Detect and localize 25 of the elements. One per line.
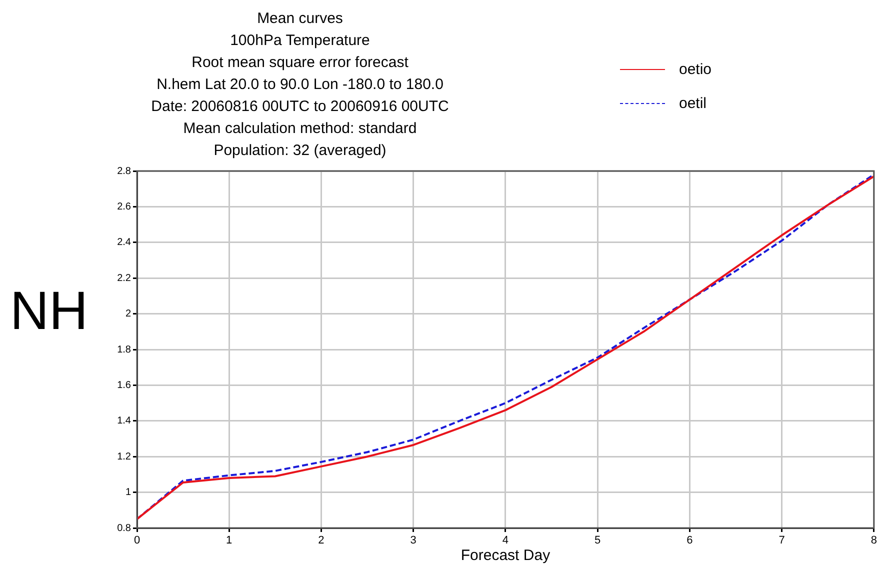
y-tick-label: 1.8 (117, 344, 132, 356)
x-tick-label: 6 (686, 534, 693, 547)
x-axis-title: Forecast Day (460, 547, 551, 564)
y-tick-label: 2 (125, 308, 132, 320)
y-tick-label: 1.4 (117, 416, 132, 427)
legend-label: oetio (679, 60, 712, 78)
x-tick-label: 4 (502, 534, 509, 547)
text: NH (10, 280, 88, 342)
x-tick-label: 2 (318, 534, 324, 547)
x-tick-label: 7 (778, 534, 785, 547)
y-tick-label: 2.4 (117, 237, 132, 248)
y-tick-label: 1.6 (117, 380, 132, 391)
chart-title: Mean curves 100hPa Temperature Root mean square error forecast N.hem Lat 20.0 to 90.0 Lon -180.0 to 180.0 Date: 20060816 00UTC to 20060916 00UTC Mean calculation method: standard Population: 32 (averaged) (150, 9, 450, 161)
x-tick-label: 0 (134, 534, 140, 547)
y-tick-label: 2.6 (117, 201, 132, 212)
y-tick-label: 1.2 (117, 451, 132, 462)
legend-label: oetil (679, 94, 707, 112)
x-tick-label: 1 (226, 534, 232, 547)
y-tick-label: 2.2 (117, 272, 132, 284)
y-tick-label: 1 (125, 487, 132, 498)
x-tick-label: 8 (870, 534, 878, 547)
x-tick-label: 5 (594, 534, 601, 547)
y-tick-label: 2.8 (117, 166, 132, 177)
y-tick-label: 0.8 (117, 522, 132, 534)
x-tick-label: 3 (410, 534, 416, 547)
